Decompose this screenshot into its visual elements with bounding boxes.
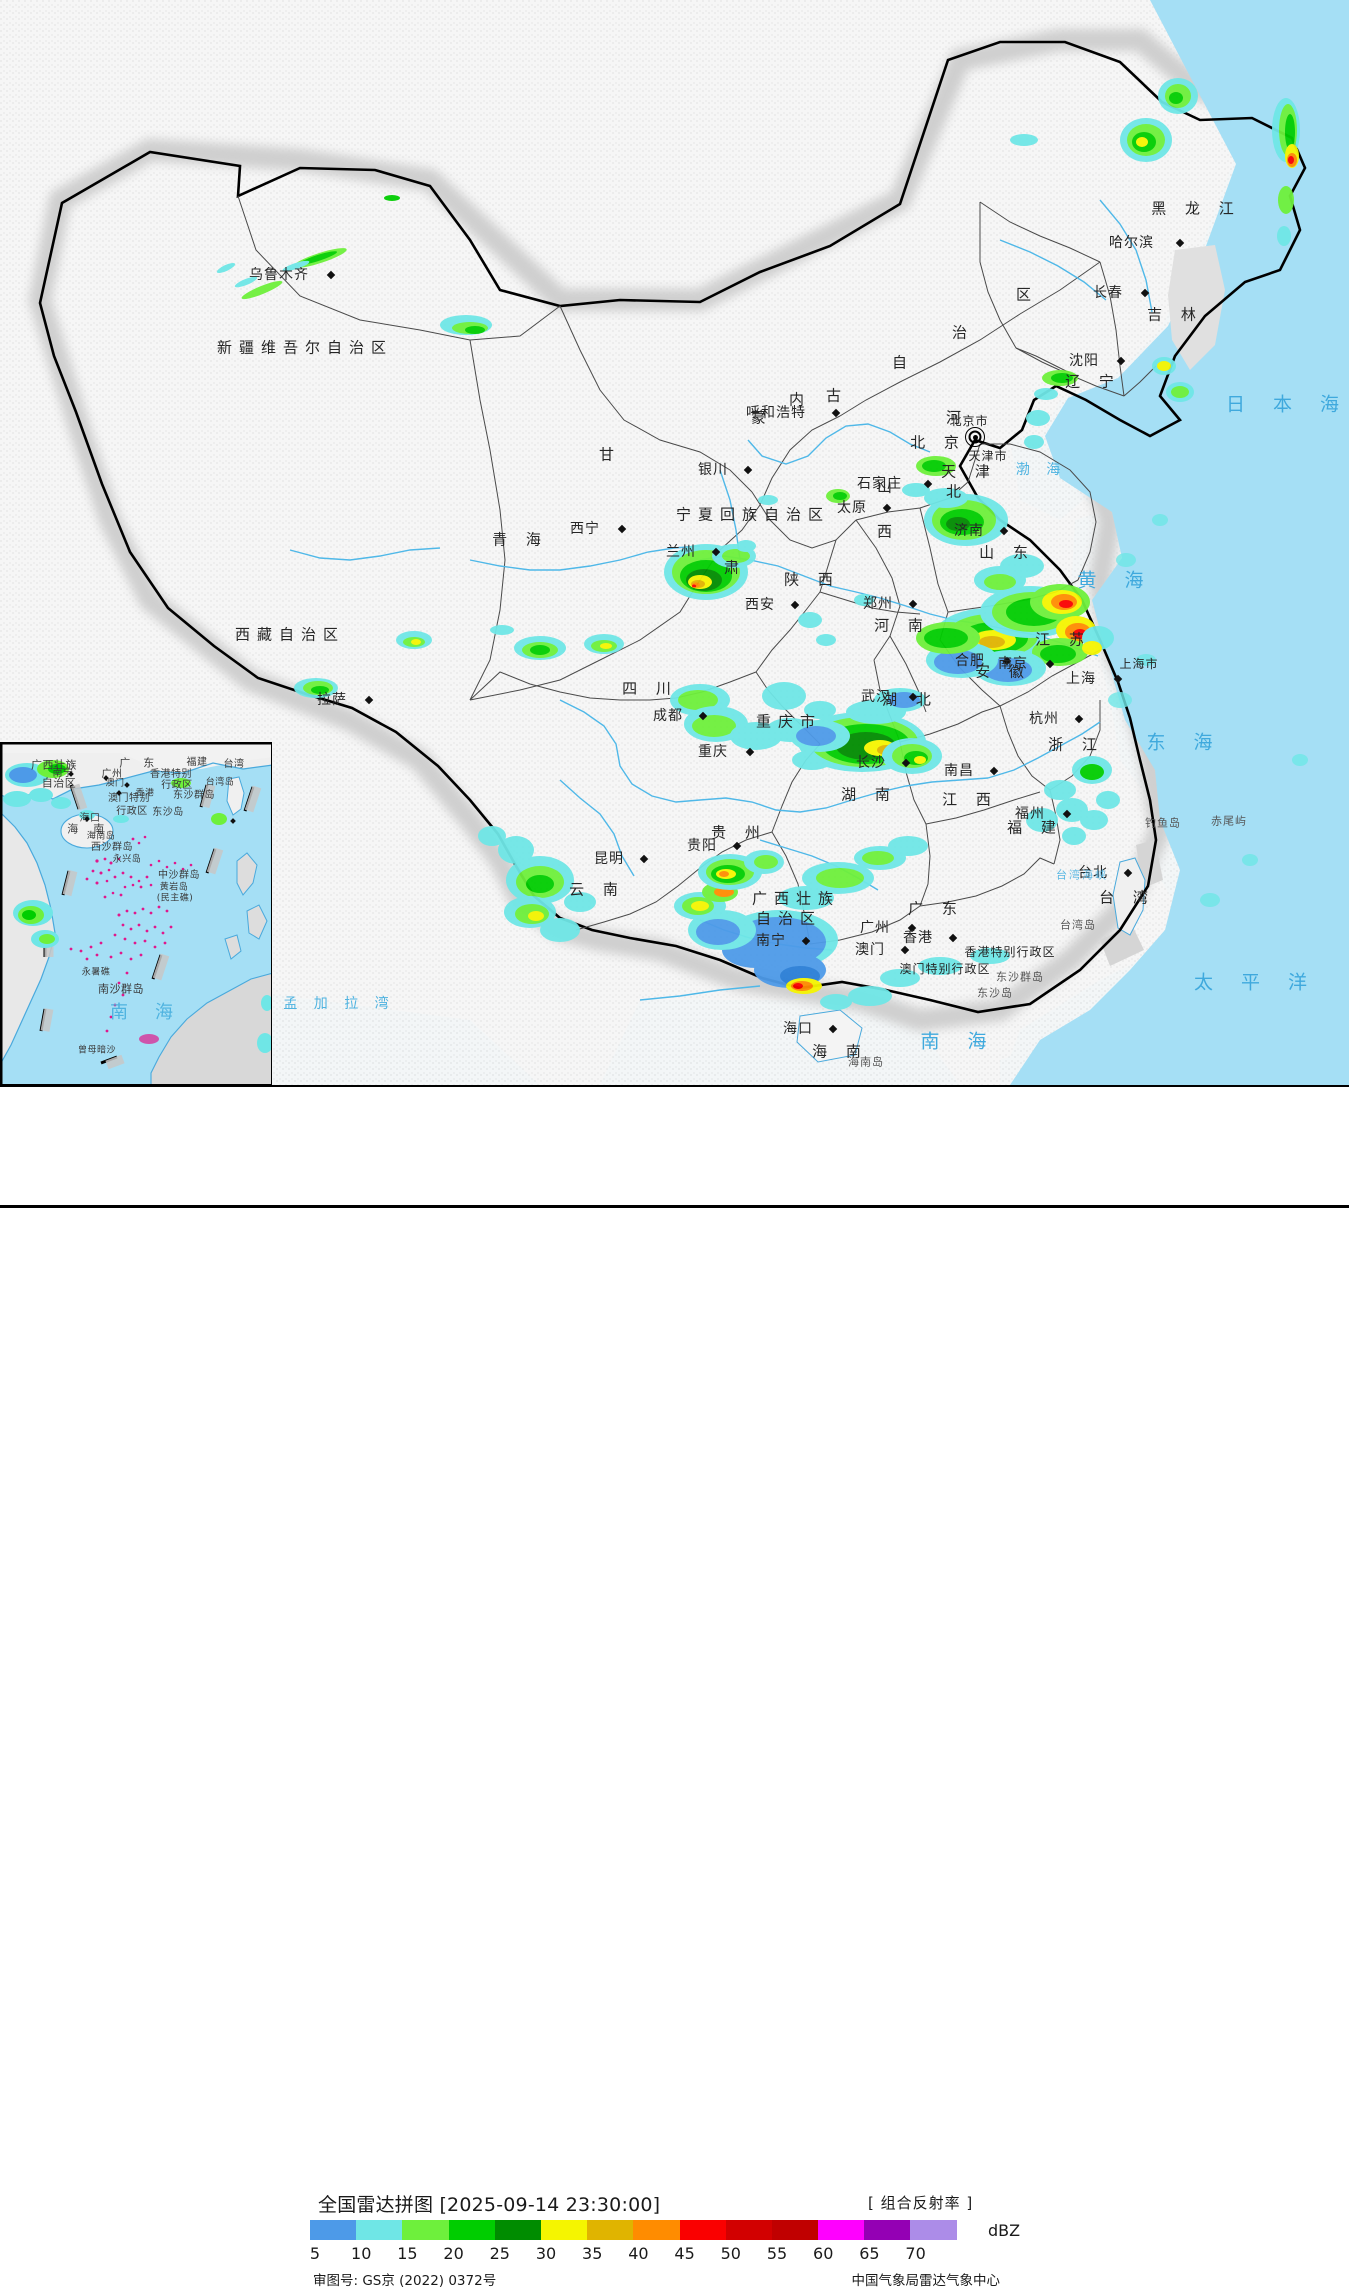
capital-marker-ring — [965, 427, 985, 447]
bottom-rule — [0, 1205, 1349, 1208]
dbz-swatch-10 — [356, 2220, 403, 2240]
dbz-swatch-45 — [679, 2220, 726, 2240]
capital-marker-beijing — [968, 430, 982, 444]
dbz-swatch-70 — [910, 2220, 957, 2240]
dbz-tick-45: 45 — [674, 2244, 695, 2263]
dbz-tick-65: 65 — [859, 2244, 880, 2263]
legend-panel: 全国雷达拼图 [2025-09-14 23:30:00] [ 组合反射率 ] d… — [0, 1085, 1349, 2289]
taiwan-island — [1112, 857, 1146, 936]
dbz-swatch-65 — [864, 2220, 911, 2240]
dbz-tick-35: 35 — [582, 2244, 603, 2263]
dbz-tick-10: 10 — [351, 2244, 372, 2263]
dbz-swatch-25 — [494, 2220, 541, 2240]
dbz-swatch-35 — [587, 2220, 634, 2240]
radar-echo-layer — [216, 78, 1308, 1010]
hainan-island — [796, 1009, 863, 1063]
legend-title: 全国雷达拼图 [2025-09-14 23:30:00] — [318, 2194, 661, 2216]
dbz-colorbar — [310, 2220, 957, 2240]
dbz-tick-20: 20 — [443, 2244, 464, 2263]
dbz-swatch-5 — [310, 2220, 357, 2240]
dbz-tick-55: 55 — [766, 2244, 788, 2263]
publisher-label: 中国气象局雷达气象中心 — [851, 2273, 1001, 2289]
ocean-overlay — [1010, 0, 1349, 1085]
dbz-swatch-20 — [448, 2220, 495, 2240]
dbz-tick-25: 25 — [489, 2244, 510, 2263]
river-layer — [289, 199, 1153, 1001]
dbz-tick-70: 70 — [905, 2244, 926, 2263]
dbz-swatch-55 — [771, 2220, 819, 2240]
dbz-swatch-50 — [725, 2220, 772, 2240]
dbz-tick-60: 60 — [813, 2244, 834, 2263]
dbz-unit-label: dBZ — [988, 2221, 1021, 2240]
dbz-swatch-40 — [633, 2220, 680, 2240]
dbz-swatch-15 — [402, 2220, 449, 2240]
dbz-swatch-30 — [540, 2220, 588, 2240]
dbz-tick-30: 30 — [535, 2244, 557, 2263]
map-canvas[interactable]: 新疆维吾尔自治区 西藏自治区青 海甘肃内蒙古自治区宁夏回族自治区陕 西山西河北山 … — [0, 0, 1349, 1085]
map-approval-number: 审图号: GS京 (2022) 0372号 — [313, 2273, 497, 2289]
south-china-sea-inset[interactable]: 广西壮族 自治区 南宁广东广州 香港特别 行政区 澳门特别 行政区 澳门 香港 福建 台湾 台湾岛 东沙… — [0, 742, 272, 1085]
dbz-tick-50: 50 — [720, 2244, 741, 2263]
legend-mode-label: [ 组合反射率 ] — [868, 2194, 974, 2212]
dbz-tick-15: 15 — [397, 2244, 418, 2263]
dbz-tick-40: 40 — [628, 2244, 649, 2263]
radar-map-page: 新疆维吾尔自治区 西藏自治区青 海甘肃内蒙古自治区宁夏回族自治区陕 西山西河北山 … — [0, 0, 1349, 1208]
inset-map-svg — [1, 743, 271, 1084]
dbz-swatch-60 — [818, 2220, 865, 2240]
dbz-tick-5: 5 — [309, 2244, 321, 2263]
